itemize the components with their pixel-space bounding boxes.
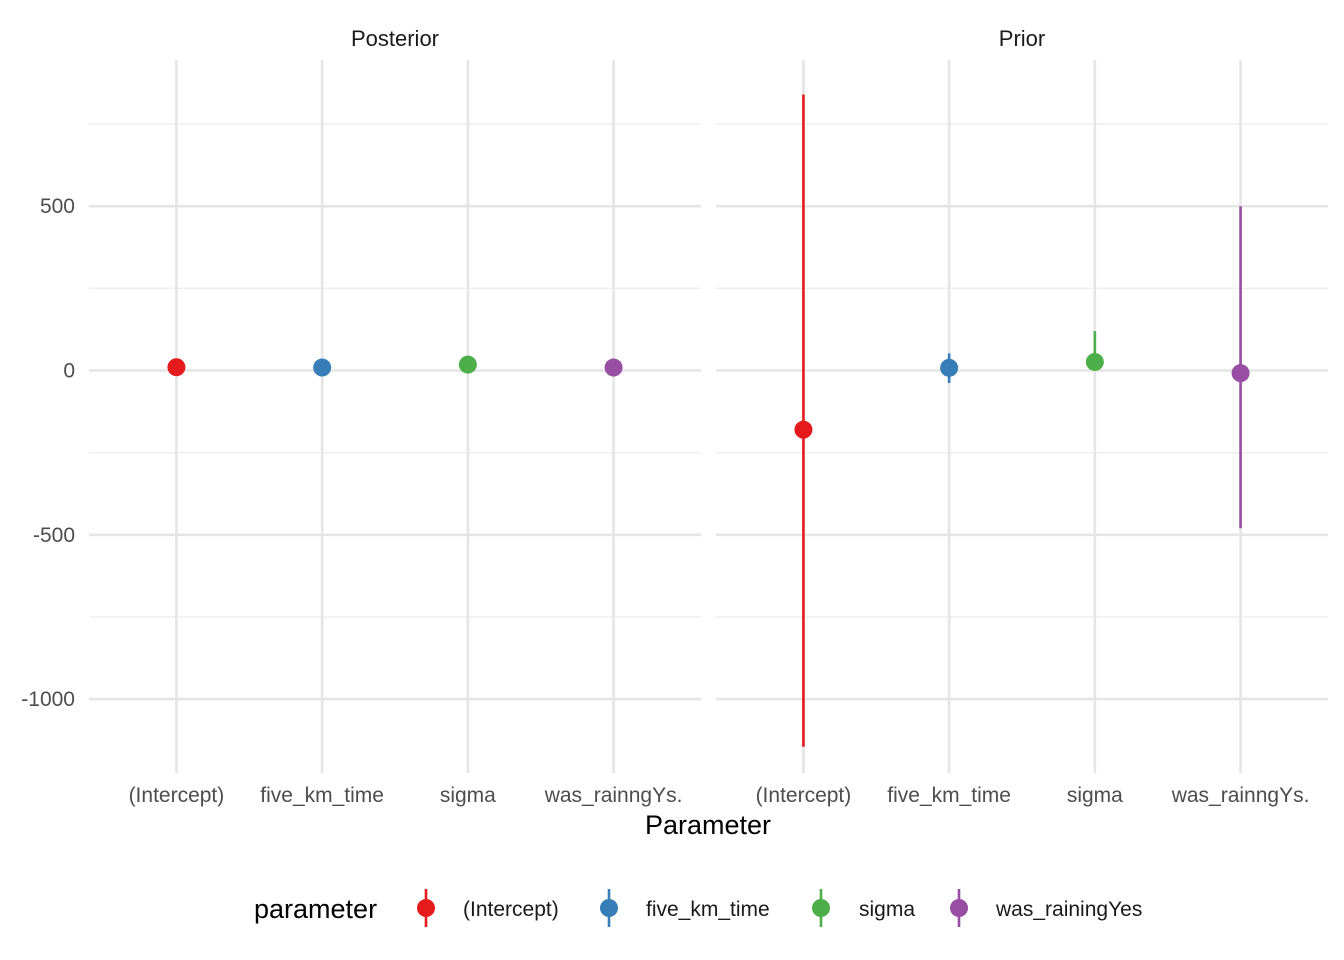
x-tick-label: five_km_time <box>260 784 384 807</box>
data-point <box>167 358 186 377</box>
legend-key-point <box>417 899 435 917</box>
legend-entry: five_km_time <box>600 889 770 927</box>
y-tick-label: -1000 <box>21 688 75 711</box>
data-point <box>1231 364 1250 383</box>
legend-label: (Intercept) <box>463 898 559 921</box>
x-tick-label: (Intercept) <box>756 784 852 807</box>
legend-label: sigma <box>859 898 915 921</box>
legend-title: parameter <box>254 894 377 924</box>
facet-panels: Posterior (Intercept) five_km_time sigma was… <box>89 26 1328 807</box>
legend-label: was_rainingYes <box>995 898 1142 921</box>
x-tick-label: sigma <box>1067 784 1123 807</box>
x-tick-label: five_km_time <box>887 784 1011 807</box>
legend-key-point <box>812 899 830 917</box>
legend: parameter (Intercept) five_km_time sigma was… <box>254 889 1142 927</box>
y-tick-label: 0 <box>63 360 75 383</box>
legend-key-point <box>600 899 618 917</box>
legend-entry: sigma <box>812 889 915 927</box>
data-point <box>1085 352 1104 371</box>
legend-key-point <box>950 899 968 917</box>
y-tick-label: 500 <box>40 195 75 218</box>
x-tick-label: (Intercept) <box>129 784 225 807</box>
panel-title: Prior <box>999 26 1045 51</box>
x-axis-title: Parameter <box>645 810 771 840</box>
data-point <box>940 358 959 377</box>
legend-entry: (Intercept) <box>417 889 559 927</box>
legend-label: five_km_time <box>646 898 770 921</box>
legend-entry: was_rainingYes <box>950 889 1142 927</box>
panel-title: Posterior <box>351 26 439 51</box>
panel-prior: Prior (Intercept) five_km_time sigma was_rai… <box>716 26 1328 807</box>
data-point <box>794 420 813 439</box>
y-axis: -1000 -500 0 500 <box>21 195 75 711</box>
data-point <box>458 355 477 374</box>
x-tick-label: was_rainngYs. <box>544 784 683 807</box>
data-point <box>604 358 623 377</box>
y-tick-label: -500 <box>33 524 75 547</box>
data-point <box>313 358 332 377</box>
x-tick-label: was_rainngYs. <box>1171 784 1310 807</box>
x-tick-label: sigma <box>440 784 496 807</box>
panel-posterior: Posterior (Intercept) five_km_time sigma was… <box>89 26 701 807</box>
